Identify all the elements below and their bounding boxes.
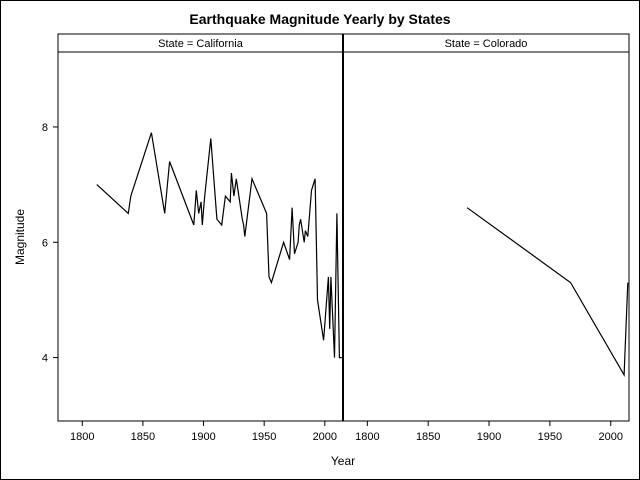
x-tick-label: 1950	[252, 431, 276, 443]
series-line	[96, 132, 342, 359]
x-axis-label: Year	[331, 454, 355, 468]
x-tick-label: 2000	[313, 431, 337, 443]
panel-strip-label: State = California	[158, 38, 244, 50]
x-tick-label: 1800	[70, 431, 94, 443]
x-tick-label: 1850	[416, 431, 440, 443]
x-tick-label: 1900	[191, 431, 215, 443]
y-tick-label: 4	[42, 353, 48, 365]
series-line	[466, 207, 629, 377]
x-tick-label: 1900	[477, 431, 501, 443]
x-tick-label: 1850	[131, 431, 155, 443]
x-tick-label: 2000	[599, 431, 623, 443]
x-tick-label: 1800	[355, 431, 379, 443]
panel-border	[57, 33, 344, 422]
panel-border	[342, 33, 630, 422]
chart-title: Earthquake Magnitude Yearly by States	[189, 11, 451, 27]
y-tick-label: 8	[42, 122, 48, 134]
panel-strip-label: State = Colorado	[445, 38, 528, 50]
y-axis-label: Magnitude	[13, 209, 27, 265]
x-tick-label: 1950	[538, 431, 562, 443]
y-tick-label: 6	[42, 237, 48, 249]
